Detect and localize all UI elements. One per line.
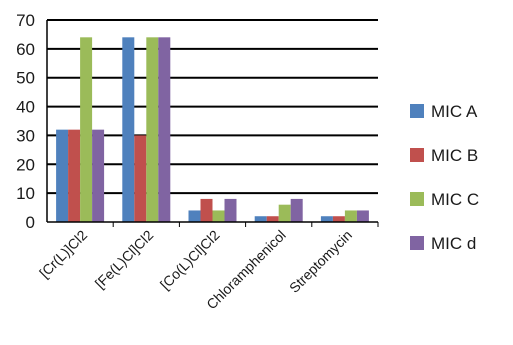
legend-label: MIC d <box>431 234 476 253</box>
y-tick-label: 70 <box>16 11 35 30</box>
bar <box>266 216 279 222</box>
bar <box>122 37 135 222</box>
x-category-label: [Fe(L)Cl]Cl2 <box>92 227 157 292</box>
y-tick-label: 40 <box>16 98 35 117</box>
legend-swatch <box>410 192 424 206</box>
bar <box>188 210 201 222</box>
bar <box>344 210 357 222</box>
bar <box>56 129 69 222</box>
x-category-label: [Co(L)Cl]Cl2 <box>157 227 223 293</box>
legend-swatch <box>410 104 424 118</box>
bar <box>200 198 213 222</box>
x-category-label: [Cr(L)]Cl2 <box>36 227 90 281</box>
y-tick-label: 60 <box>16 40 35 59</box>
bar <box>332 216 345 222</box>
y-tick-label: 50 <box>16 69 35 88</box>
y-tick-label: 20 <box>16 155 35 174</box>
x-category-label: Streptomycin <box>286 227 355 296</box>
bar <box>356 210 369 222</box>
y-tick-labels: 0 10 20 30 40 50 60 70 <box>16 11 35 232</box>
y-tick-label: 0 <box>26 213 35 232</box>
legend-label: MIC C <box>431 190 479 209</box>
legend-swatch <box>410 236 424 250</box>
bar <box>80 37 93 222</box>
bar <box>254 216 267 222</box>
bar <box>158 37 171 222</box>
bar <box>212 210 225 222</box>
axes <box>46 20 379 227</box>
y-tick-label: 30 <box>16 126 35 145</box>
bar <box>92 129 105 222</box>
bar <box>134 135 147 222</box>
bar <box>278 204 291 222</box>
bar <box>320 216 333 222</box>
legend-label: MIC A <box>431 102 478 121</box>
x-category-labels: [Cr(L)]Cl2 [Fe(L)Cl]Cl2 [Co(L)Cl]Cl2Chlora… <box>36 227 355 313</box>
legend-swatch <box>410 148 424 162</box>
bar <box>224 198 237 222</box>
bar <box>290 198 303 222</box>
legend: MIC A MIC B MIC C MIC d <box>410 102 479 253</box>
bar <box>146 37 159 222</box>
bars <box>56 37 369 222</box>
legend-label: MIC B <box>431 146 478 165</box>
y-tick-label: 10 <box>16 184 35 203</box>
bar <box>68 129 81 222</box>
